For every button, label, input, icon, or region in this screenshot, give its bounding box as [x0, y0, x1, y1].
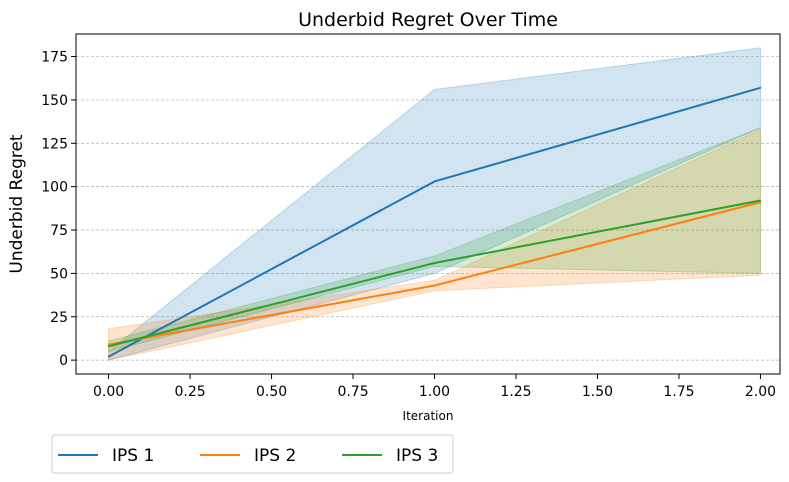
x-axis-label: Iteration [403, 409, 454, 423]
y-axis-label: Underbid Regret [7, 134, 27, 274]
y-tick-label: 100 [41, 180, 68, 196]
y-tick-label: 50 [50, 266, 68, 282]
y-tick-label: 75 [50, 223, 68, 239]
chart-title: Underbid Regret Over Time [298, 9, 558, 31]
data-point [107, 355, 110, 358]
data-point [759, 199, 762, 202]
y-tick-label: 0 [59, 353, 68, 369]
series-lines [107, 86, 762, 358]
data-point [107, 345, 110, 348]
x-tick-label: 1.50 [582, 384, 613, 400]
x-tick-label: 1.25 [500, 384, 531, 400]
y-tick-label: 150 [41, 93, 68, 109]
data-point [107, 343, 110, 346]
legend-label: IPS 3 [396, 446, 438, 466]
legend-box [51, 434, 454, 474]
y-tick-label: 175 [41, 50, 68, 66]
confidence-band-series-1 [108, 47, 761, 361]
x-tick-label: 1.00 [419, 384, 450, 400]
x-tick-label: 0.75 [337, 384, 368, 400]
x-tick-label: 0.00 [93, 384, 124, 400]
data-point [433, 284, 436, 287]
y-axis-ticks: 0 25 50 75 100 125 150 175 [41, 50, 76, 369]
legend-label: IPS 2 [254, 446, 296, 466]
x-axis-ticks: 0.00 0.25 0.50 0.75 1.00 1.25 1.50 1.75 2.00 [93, 374, 776, 400]
confidence-band-series-2 [108, 128, 761, 361]
x-tick-label: 0.25 [174, 384, 205, 400]
x-tick-label: 2.00 [745, 384, 776, 400]
data-point [759, 201, 762, 204]
data-point [759, 86, 762, 89]
y-tick-label: 125 [41, 136, 68, 152]
grid [76, 56, 780, 361]
x-tick-label: 1.75 [663, 384, 694, 400]
confidence-bands [108, 47, 761, 361]
legend-label: IPS 1 [112, 446, 154, 466]
legend: IPS 1 IPS 2 IPS 3 [51, 434, 454, 474]
x-tick-label: 0.50 [256, 384, 287, 400]
y-tick-label: 25 [50, 310, 68, 326]
plot-frame [75, 33, 781, 375]
data-point [433, 180, 436, 183]
data-point [433, 262, 436, 264]
